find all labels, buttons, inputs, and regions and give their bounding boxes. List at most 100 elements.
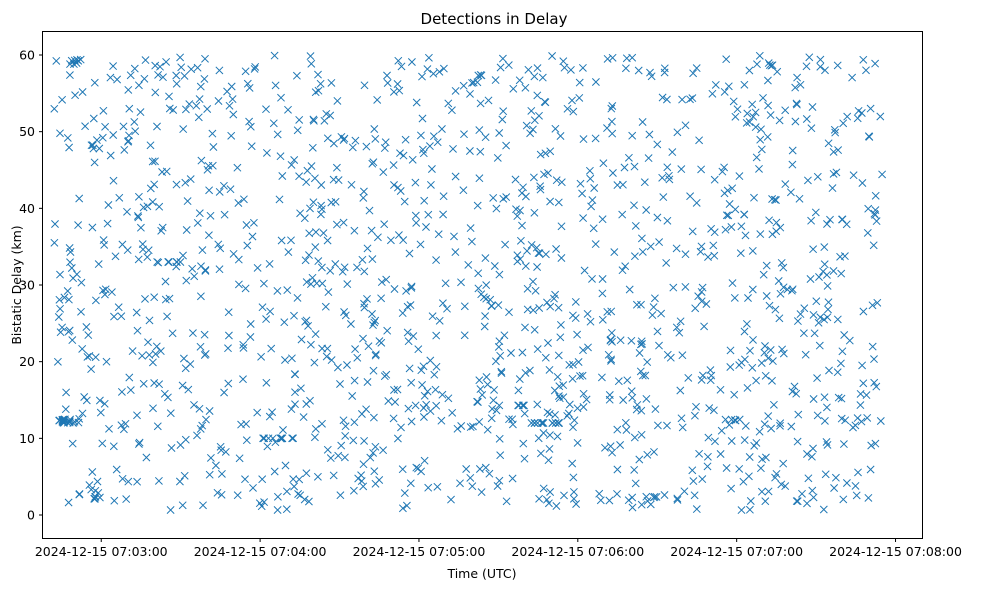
- data-point: [495, 434, 504, 443]
- data-point: [368, 159, 377, 168]
- data-point: [621, 64, 630, 73]
- data-point: [578, 189, 587, 198]
- data-point: [521, 323, 529, 332]
- data-point: [263, 442, 272, 451]
- data-point: [642, 206, 651, 214]
- data-point: [99, 236, 108, 245]
- data-point: [380, 144, 389, 153]
- data-point: [438, 390, 447, 399]
- data-point: [333, 96, 342, 105]
- data-point: [803, 450, 811, 458]
- data-point: [146, 141, 155, 150]
- data-point: [246, 333, 255, 341]
- data-point: [630, 201, 638, 210]
- data-point: [525, 366, 534, 375]
- data-point: [320, 116, 329, 125]
- data-point: [643, 358, 652, 367]
- data-point: [234, 255, 243, 264]
- data-point: [214, 97, 223, 105]
- data-point: [391, 398, 400, 406]
- data-point: [477, 71, 486, 80]
- data-point: [764, 354, 773, 363]
- data-point: [133, 212, 142, 220]
- data-point: [412, 218, 421, 227]
- data-point: [737, 222, 746, 231]
- data-point: [370, 318, 379, 327]
- data-point: [407, 417, 416, 426]
- data-point: [864, 132, 873, 141]
- data-point: [529, 277, 537, 286]
- data-point: [668, 148, 677, 157]
- data-point: [360, 303, 369, 312]
- data-point: [457, 278, 465, 287]
- data-point: [273, 130, 282, 139]
- data-point: [138, 351, 147, 360]
- data-point: [88, 223, 97, 232]
- data-point: [166, 409, 175, 418]
- data-point: [233, 491, 242, 500]
- data-point: [319, 229, 328, 238]
- data-point: [820, 416, 829, 425]
- data-point: [586, 317, 595, 326]
- data-point: [721, 415, 730, 424]
- data-point: [91, 486, 100, 495]
- data-point: [497, 367, 506, 376]
- data-point: [851, 481, 860, 490]
- data-point: [93, 477, 102, 486]
- data-point: [317, 181, 326, 189]
- data-point: [153, 422, 162, 431]
- data-point: [432, 362, 441, 371]
- data-point: [101, 122, 110, 131]
- data-point: [406, 479, 415, 488]
- data-point: [268, 408, 277, 417]
- data-point: [309, 115, 318, 124]
- data-point: [716, 450, 725, 458]
- data-point: [302, 316, 311, 325]
- data-point: [481, 463, 490, 472]
- data-point: [269, 119, 278, 128]
- data-point: [488, 404, 497, 413]
- data-point: [258, 475, 267, 484]
- data-point: [650, 294, 659, 303]
- data-point: [839, 119, 848, 128]
- data-point: [613, 465, 622, 474]
- data-point: [728, 184, 737, 193]
- data-point: [638, 247, 647, 256]
- data-point: [607, 104, 616, 113]
- data-point: [770, 195, 779, 204]
- data-point: [788, 160, 797, 169]
- data-point: [692, 64, 701, 73]
- data-point: [579, 403, 588, 411]
- data-point: [366, 453, 375, 462]
- data-point: [578, 371, 587, 380]
- data-point: [858, 179, 867, 187]
- data-point: [179, 354, 188, 363]
- data-point: [278, 172, 287, 180]
- data-point: [740, 436, 749, 445]
- data-point: [242, 221, 251, 229]
- data-point: [833, 315, 842, 324]
- data-point: [331, 260, 340, 268]
- data-point: [302, 278, 311, 287]
- data-point: [419, 404, 428, 412]
- data-point: [631, 221, 640, 230]
- data-point: [598, 315, 607, 324]
- data-point: [469, 78, 478, 87]
- data-point: [533, 64, 542, 73]
- data-point: [126, 71, 135, 80]
- data-point: [694, 292, 703, 301]
- data-point: [360, 81, 369, 90]
- data-point: [316, 210, 325, 219]
- data-point: [822, 403, 831, 412]
- data-point: [647, 72, 656, 81]
- data-point: [364, 342, 373, 351]
- data-point: [778, 345, 787, 354]
- data-point: [591, 134, 600, 143]
- data-point: [417, 467, 426, 476]
- data-point: [566, 65, 575, 74]
- data-point: [628, 131, 637, 140]
- data-point: [291, 400, 299, 409]
- data-point: [755, 427, 764, 436]
- data-point: [70, 417, 79, 426]
- data-point: [735, 464, 744, 473]
